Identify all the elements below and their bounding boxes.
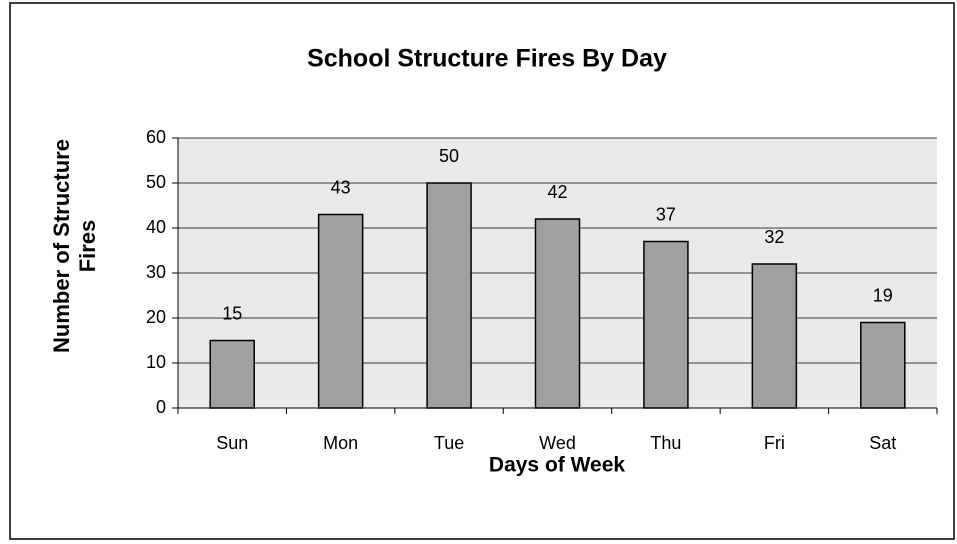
x-tick-label: Fri — [764, 433, 785, 453]
chart-title: School Structure Fires By Day — [307, 45, 667, 73]
data-label: 32 — [764, 227, 784, 247]
bar — [860, 321, 906, 409]
x-axis-label: Days of Week — [489, 454, 625, 477]
x-tick-label: Tue — [434, 433, 464, 453]
bar — [209, 339, 255, 409]
x-tick-label: Sun — [216, 433, 248, 453]
data-label: 15 — [222, 303, 242, 323]
x-tick-label: Sat — [869, 433, 896, 453]
data-label: 43 — [331, 177, 351, 197]
bar — [426, 182, 472, 409]
data-label: 50 — [439, 146, 459, 166]
data-label: 37 — [656, 204, 676, 224]
y-tick-label: 40 — [146, 217, 166, 237]
y-tick-label: 50 — [146, 172, 166, 192]
x-tick-label: Thu — [650, 433, 681, 453]
x-tick-label: Wed — [539, 433, 576, 453]
y-tick-label: 30 — [146, 262, 166, 282]
y-tick-label: 0 — [156, 397, 166, 417]
data-label: 19 — [873, 285, 893, 305]
y-tick-label: 10 — [146, 352, 166, 372]
y-tick-label: 60 — [146, 127, 166, 147]
bar — [317, 213, 364, 409]
data-label: 42 — [547, 182, 567, 202]
bar — [643, 240, 689, 409]
y-axis-label: Number of Structure Fires — [49, 139, 100, 353]
x-tick-label: Mon — [323, 433, 358, 453]
bar — [534, 218, 581, 409]
y-tick-label: 20 — [146, 307, 166, 327]
bar — [751, 263, 798, 409]
